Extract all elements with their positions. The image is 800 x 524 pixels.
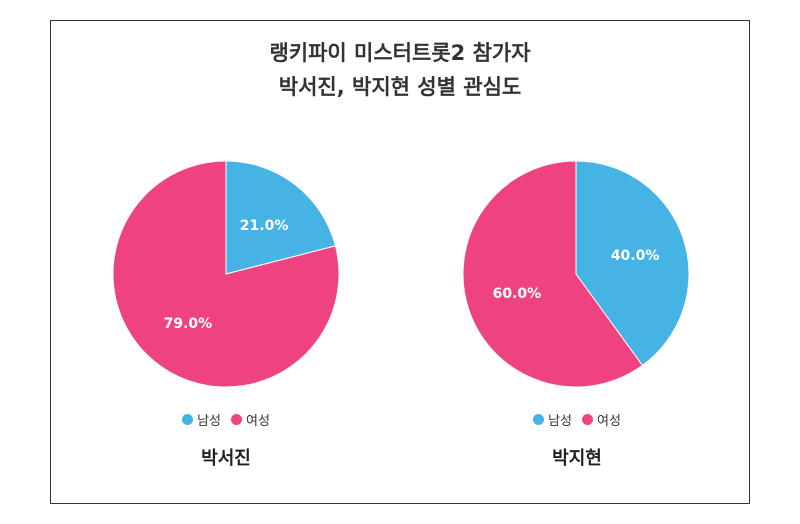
- legend-2: 남성 여성: [457, 409, 697, 429]
- legend-dot-male-2: [533, 413, 545, 425]
- chart-caption-1: 박서진: [201, 448, 251, 469]
- title-line-1: 랭키파이 미스터트롯2 참가자: [269, 41, 531, 65]
- legend-1: 남성 여성: [106, 409, 346, 429]
- legend-label-female-1: 여성: [246, 413, 270, 429]
- legend-dot-male-1: [182, 413, 194, 425]
- legend-item-female-1[interactable]: 여성: [231, 410, 270, 429]
- legend-item-male-1[interactable]: 남성: [182, 410, 221, 429]
- data-label-male-2: 40.0%: [611, 248, 660, 264]
- legend-label-male-2: 남성: [548, 413, 572, 429]
- data-label-female-2: 60.0%: [493, 286, 542, 302]
- chart-caption-2: 박지현: [552, 448, 602, 469]
- data-label-male-1: 21.0%: [240, 218, 289, 234]
- pie-slice-male-2[interactable]: [575, 160, 690, 367]
- legend-dot-female-1: [231, 413, 242, 425]
- pie-slice-female-2[interactable]: [462, 160, 644, 388]
- data-label-female-1: 79.0%: [164, 316, 213, 332]
- chart-title: 랭키파이 미스터트롯2 참가자 박서진, 박지현 성별 관심도: [0, 36, 800, 104]
- legend-label-male-1: 남성: [197, 413, 221, 429]
- legend-label-female-2: 여성: [597, 413, 621, 429]
- pie-slice-female-1[interactable]: [112, 160, 340, 388]
- legend-dot-female-2: [582, 413, 593, 425]
- legend-item-male-2[interactable]: 남성: [533, 410, 572, 429]
- pie-slice-male-1[interactable]: [225, 160, 337, 275]
- legend-item-female-2[interactable]: 여성: [582, 410, 621, 429]
- title-line-2: 박서진, 박지현 성별 관심도: [278, 75, 522, 99]
